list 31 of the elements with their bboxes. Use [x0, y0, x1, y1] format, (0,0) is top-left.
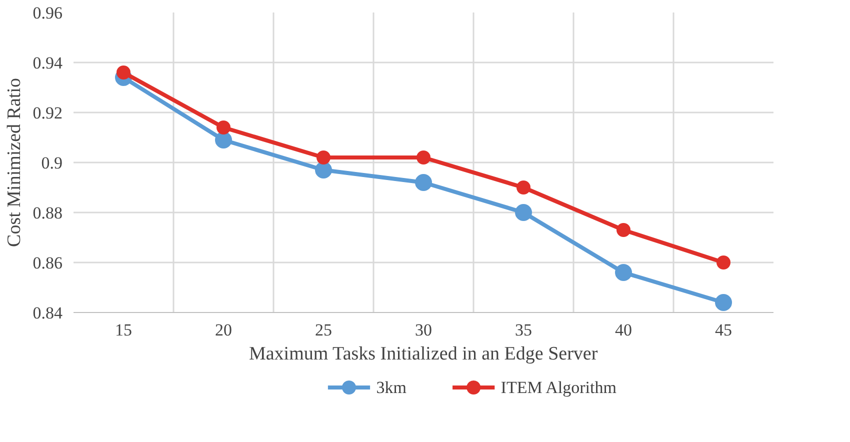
x-tick-label: 40 [615, 320, 632, 340]
point [315, 162, 332, 178]
x-tick-label: 25 [315, 320, 332, 340]
point [215, 132, 232, 148]
x-tick-label: 30 [415, 320, 432, 340]
point [216, 120, 230, 134]
x-tick-label: 20 [215, 320, 232, 340]
legend-label: 3km [376, 378, 406, 397]
point [116, 66, 130, 80]
point [316, 150, 330, 164]
point [415, 174, 432, 191]
y-tick-label: 0.92 [32, 104, 62, 122]
x-axis-title: Maximum Tasks Initialized in an Edge Server [248, 344, 598, 364]
y-tick-label: 0.96 [32, 4, 62, 22]
y-tick-label: 0.86 [32, 254, 62, 272]
point [715, 294, 732, 311]
x-tick-label: 45 [715, 320, 732, 340]
x-tick-label: 15 [115, 320, 132, 340]
point [515, 204, 532, 221]
y-tick-label: 0.88 [32, 204, 62, 222]
point [616, 223, 630, 237]
y-tick-label: 0.94 [32, 54, 63, 72]
legend-label: ITEM Algorithm [500, 378, 616, 397]
point [416, 150, 430, 164]
point [615, 264, 632, 281]
point [516, 180, 530, 194]
y-tick-label: 0.9 [41, 154, 62, 172]
y-axis-title: Cost Minimized Ratio [4, 78, 25, 247]
x-tick-label: 35 [515, 320, 532, 340]
point [716, 256, 730, 270]
y-tick-label: 0.84 [32, 304, 63, 322]
